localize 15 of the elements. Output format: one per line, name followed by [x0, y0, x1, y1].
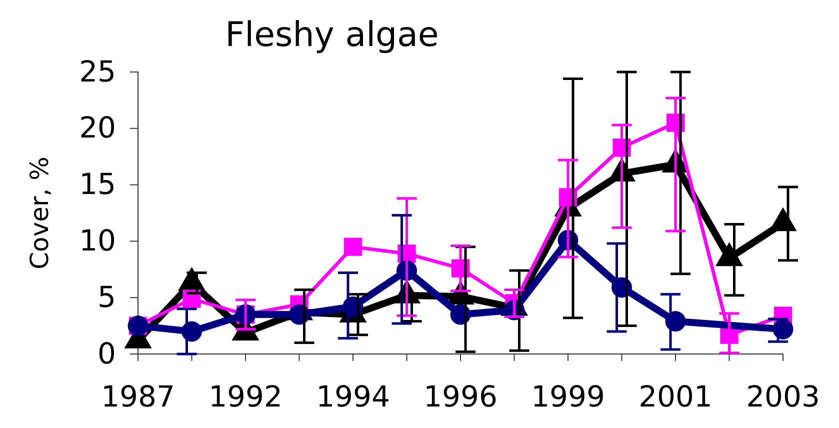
- y-tick-label: 15: [79, 167, 116, 202]
- x-tick-label: 1999: [531, 380, 605, 414]
- y-tick-label: 10: [79, 223, 116, 258]
- x-tick-label: 2003: [746, 380, 820, 414]
- x-tick-label: 2001: [638, 380, 712, 414]
- y-tick-label: 0: [98, 336, 116, 370]
- x-tick-label: 1994: [316, 380, 390, 414]
- x-tick-label: 1987: [101, 380, 175, 414]
- x-tick-label: 1996: [424, 380, 498, 414]
- y-axis-title: Cover, %: [25, 156, 54, 270]
- y-tick-label: 5: [98, 280, 116, 314]
- chart-title: Fleshy algae: [225, 15, 439, 55]
- x-tick-label: 1992: [208, 380, 282, 414]
- y-tick-label: 25: [79, 54, 116, 88]
- y-tick-label: 20: [79, 110, 116, 145]
